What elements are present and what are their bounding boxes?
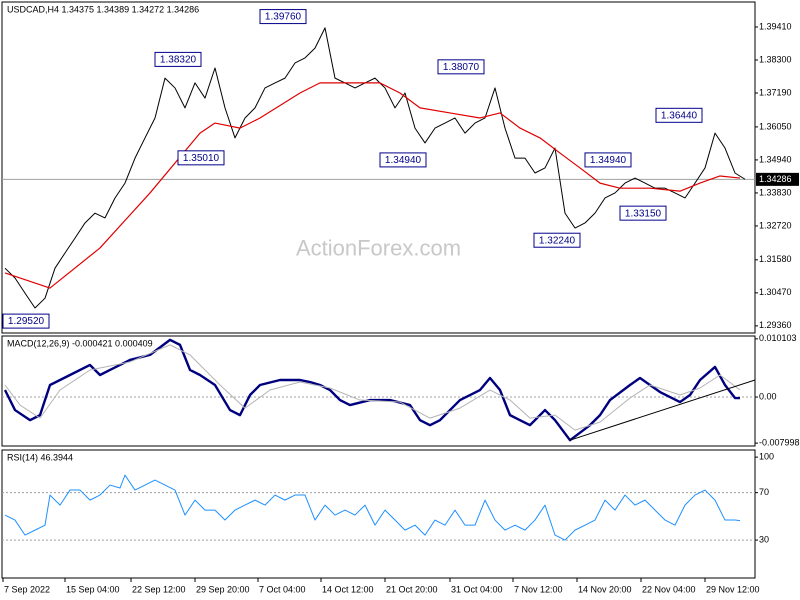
pane-title: USDCAD,H4 1.34375 1.34389 1.34272 1.3428… — [7, 4, 199, 14]
annotation-label: 1.34940 — [385, 155, 422, 166]
x-tick-label: 22 Sep 12:00 — [132, 584, 186, 594]
pane-border — [1, 335, 756, 447]
x-tick-label: 29 Sep 20:00 — [196, 584, 250, 594]
annotation-label: 1.38070 — [443, 62, 480, 73]
y-tick-label: 1.30470 — [759, 287, 792, 297]
x-tick-label: 22 Nov 04:00 — [642, 584, 696, 594]
watermark: ActionForex.com — [296, 235, 461, 260]
y-tick-label: 1.31580 — [759, 254, 792, 264]
x-tick-label: 14 Nov 20:00 — [578, 584, 632, 594]
y-tick-label: 1.37190 — [759, 87, 792, 97]
annotation-label: 1.32240 — [539, 235, 576, 246]
x-tick-label: 7 Nov 12:00 — [514, 584, 563, 594]
annotation-box — [2, 313, 50, 329]
series-line — [4, 82, 741, 289]
annotation-label: 1.34940 — [590, 155, 627, 166]
x-tick-label: 29 Nov 12:00 — [706, 584, 760, 594]
annotation-label: 1.29520 — [8, 316, 45, 327]
y-tick-label: 0.010103 — [759, 333, 797, 343]
annotation-box — [437, 59, 485, 75]
series-line — [569, 379, 756, 441]
y-tick-label: 30 — [759, 534, 769, 544]
annotation-box — [533, 232, 581, 248]
annotation-box — [655, 107, 703, 123]
y-tick-label: 1.33830 — [759, 187, 792, 197]
annotation-box — [584, 152, 632, 168]
annotation-label: 1.36440 — [661, 110, 698, 121]
x-tick-label: 14 Oct 12:00 — [322, 584, 374, 594]
y-tick-label: 100 — [759, 451, 774, 461]
x-tick-label: 21 Oct 20:00 — [386, 584, 438, 594]
annotation-label: 1.39760 — [265, 12, 302, 23]
annotation-box — [177, 150, 225, 166]
x-tick-label: 15 Sep 04:00 — [66, 584, 120, 594]
x-tick-label: 31 Oct 04:00 — [451, 584, 503, 594]
pane-title: RSI(14) 46.3944 — [7, 452, 73, 462]
x-tick-label: 7 Oct 04:00 — [259, 584, 306, 594]
annotation-box — [379, 152, 427, 168]
series-line — [4, 344, 741, 431]
series-line — [4, 27, 746, 309]
last-price-box — [756, 172, 799, 186]
annotation-label: 1.38320 — [160, 55, 197, 66]
pane-border — [1, 1, 756, 334]
y-tick-label: 1.39410 — [759, 21, 792, 31]
annotation-box — [154, 51, 202, 67]
y-tick-label: 0.00 — [759, 391, 777, 401]
last-price-label: 1.34286 — [759, 174, 792, 184]
y-tick-label: 1.32720 — [759, 220, 792, 230]
y-tick-label: -0.007998 — [759, 437, 800, 447]
y-tick-label: 70 — [759, 487, 769, 497]
y-tick-label: 1.36050 — [759, 121, 792, 131]
annotation-label: 1.35010 — [183, 153, 220, 164]
annotation-box — [619, 205, 667, 221]
annotation-label: 1.33150 — [625, 208, 662, 219]
x-tick-label: 7 Sep 2022 — [4, 584, 50, 594]
y-tick-label: 1.29360 — [759, 320, 792, 330]
y-tick-label: 1.38300 — [759, 54, 792, 64]
pane-border — [1, 449, 756, 579]
annotation-box — [259, 9, 307, 25]
pane-title: MACD(12,26,9) -0.000421 0.000409 — [7, 338, 153, 348]
y-tick-label: 1.34940 — [759, 154, 792, 164]
series-line — [4, 474, 741, 541]
